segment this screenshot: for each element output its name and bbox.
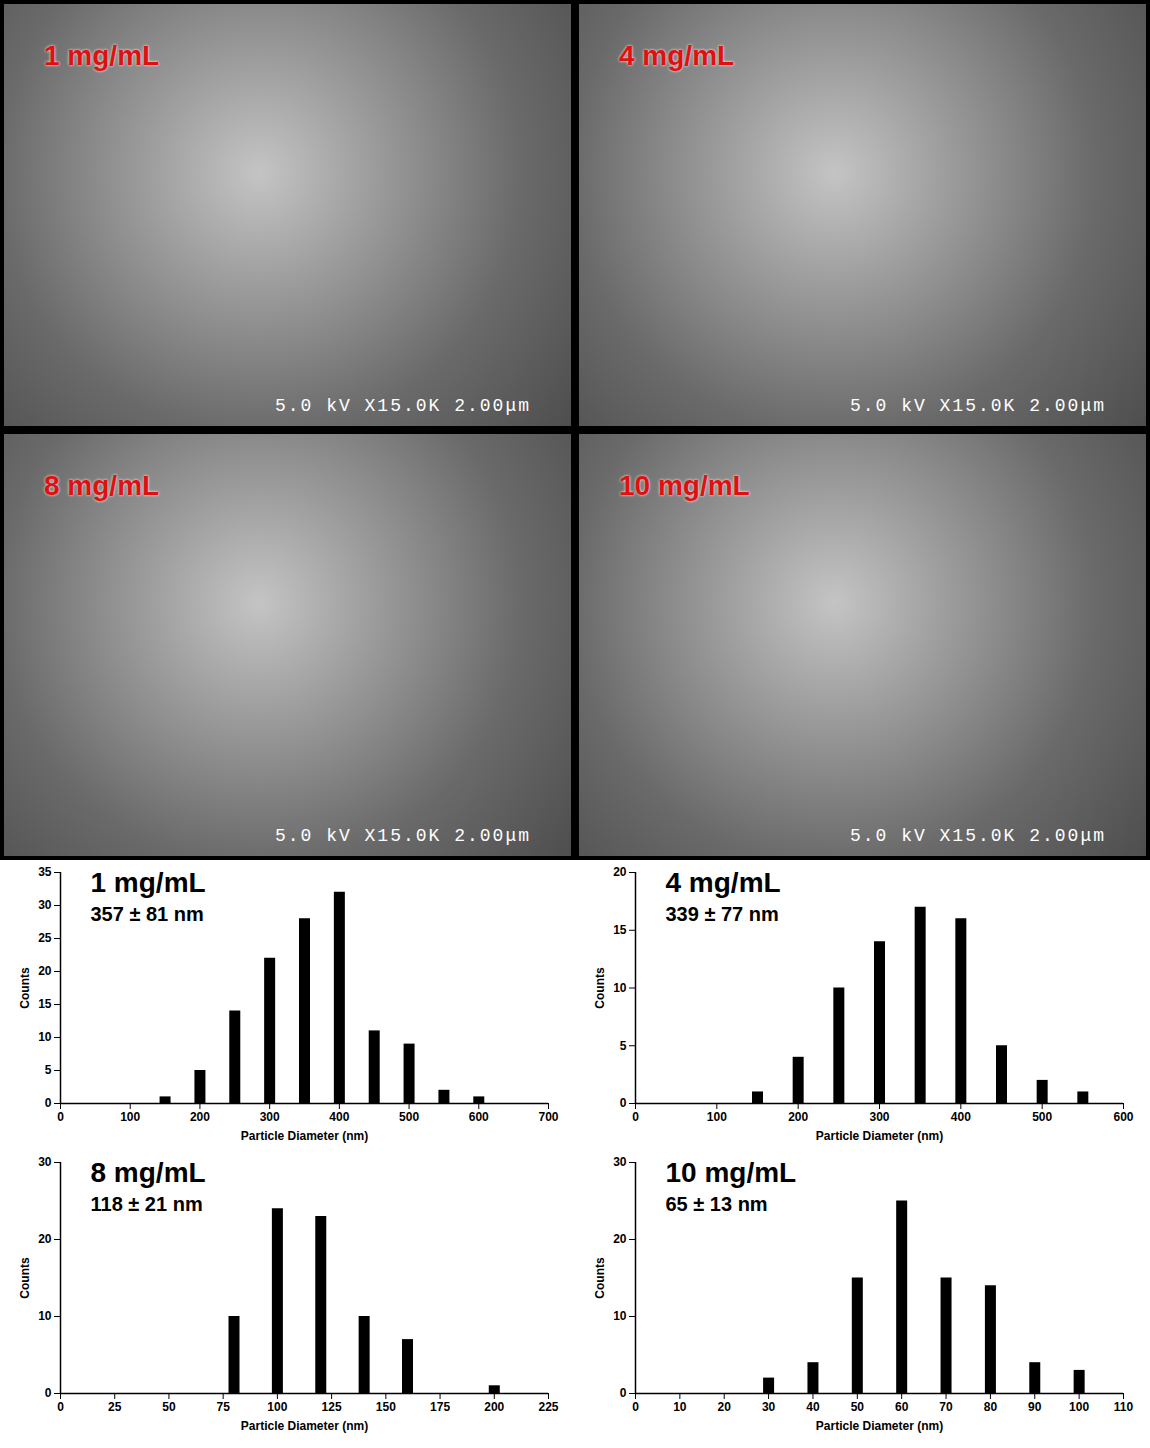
svg-text:500: 500 [399, 1110, 419, 1124]
svg-text:90: 90 [1028, 1400, 1042, 1414]
svg-text:0: 0 [632, 1110, 639, 1124]
svg-text:125: 125 [322, 1400, 342, 1414]
svg-text:10: 10 [613, 981, 627, 995]
svg-text:50: 50 [851, 1400, 865, 1414]
html-text:5.0 kV X15.0K 2.00μm: 5.0 kV X15.0K 2.00μm [275, 396, 531, 416]
svg-text:50: 50 [162, 1400, 176, 1414]
svg-text:Particle Diameter (nm): Particle Diameter (nm) [241, 1419, 368, 1433]
svg-text:225: 225 [538, 1400, 558, 1414]
svg-text:175: 175 [430, 1400, 450, 1414]
html-text:5.0 kV X15.0K 2.00μm: 5.0 kV X15.0K 2.00μm [850, 396, 1106, 416]
svg-text:10 mg/mL: 10 mg/mL [666, 1157, 797, 1188]
svg-text:200: 200 [788, 1110, 808, 1124]
svg-text:100: 100 [1069, 1400, 1089, 1414]
svg-text:110: 110 [1114, 1400, 1134, 1414]
svg-text:20: 20 [613, 1232, 627, 1246]
svg-text:5: 5 [45, 1063, 52, 1077]
html-text:8 mg/mL: 8 mg/mL [44, 470, 160, 501]
svg-text:300: 300 [869, 1110, 889, 1124]
svg-text:75: 75 [216, 1400, 230, 1414]
svg-text:20: 20 [38, 964, 52, 978]
svg-text:10: 10 [613, 1309, 627, 1323]
svg-text:80: 80 [984, 1400, 998, 1414]
svg-text:30: 30 [38, 1155, 52, 1169]
svg-text:300: 300 [260, 1110, 280, 1124]
svg-text:60: 60 [895, 1400, 909, 1414]
svg-text:0: 0 [620, 1386, 627, 1400]
svg-text:400: 400 [329, 1110, 349, 1124]
svg-text:0: 0 [45, 1096, 52, 1110]
svg-text:65 ± 13 nm: 65 ± 13 nm [666, 1193, 768, 1215]
svg-text:150: 150 [376, 1400, 396, 1414]
svg-text:15: 15 [38, 997, 52, 1011]
svg-text:0: 0 [620, 1096, 627, 1110]
svg-text:10: 10 [38, 1030, 52, 1044]
html-text:1 mg/mL: 1 mg/mL [44, 40, 160, 71]
svg-text:0: 0 [45, 1386, 52, 1400]
svg-text:118 ± 21 nm: 118 ± 21 nm [91, 1193, 203, 1215]
svg-text:5: 5 [620, 1039, 627, 1053]
svg-text:10: 10 [38, 1309, 52, 1323]
svg-text:8 mg/mL: 8 mg/mL [91, 1157, 206, 1188]
svg-text:Particle Diameter (nm): Particle Diameter (nm) [816, 1419, 943, 1433]
html-text:5.0 kV X15.0K 2.00μm: 5.0 kV X15.0K 2.00μm [850, 826, 1106, 846]
svg-text:Counts: Counts [18, 967, 32, 1009]
svg-text:30: 30 [38, 898, 52, 912]
svg-text:20: 20 [38, 1232, 52, 1246]
html-text:10 mg/mL: 10 mg/mL [619, 470, 750, 501]
svg-text:Particle Diameter (nm): Particle Diameter (nm) [241, 1129, 368, 1143]
svg-text:100: 100 [707, 1110, 727, 1124]
svg-text:0: 0 [632, 1400, 639, 1414]
svg-text:Counts: Counts [18, 1257, 32, 1299]
svg-text:400: 400 [951, 1110, 971, 1124]
svg-text:500: 500 [1032, 1110, 1052, 1124]
svg-text:700: 700 [538, 1110, 558, 1124]
svg-text:15: 15 [613, 923, 627, 937]
svg-text:339 ± 77 nm: 339 ± 77 nm [666, 903, 779, 925]
svg-text:100: 100 [267, 1400, 287, 1414]
svg-text:200: 200 [484, 1400, 504, 1414]
svg-text:600: 600 [469, 1110, 489, 1124]
svg-text:0: 0 [57, 1110, 64, 1124]
svg-text:30: 30 [762, 1400, 776, 1414]
html-text:5.0 kV X15.0K 2.00μm: 5.0 kV X15.0K 2.00μm [275, 826, 531, 846]
svg-text:25: 25 [108, 1400, 122, 1414]
svg-text:Particle Diameter (nm): Particle Diameter (nm) [816, 1129, 943, 1143]
svg-text:30: 30 [613, 1155, 627, 1169]
svg-text:100: 100 [120, 1110, 140, 1124]
svg-text:Counts: Counts [593, 967, 607, 1009]
svg-text:40: 40 [806, 1400, 820, 1414]
svg-text:25: 25 [38, 931, 52, 945]
svg-text:Counts: Counts [593, 1257, 607, 1299]
svg-text:1 mg/mL: 1 mg/mL [91, 867, 206, 898]
svg-text:20: 20 [718, 1400, 732, 1414]
svg-text:70: 70 [939, 1400, 953, 1414]
svg-text:600: 600 [1113, 1110, 1133, 1124]
svg-text:20: 20 [613, 865, 627, 879]
svg-text:10: 10 [673, 1400, 687, 1414]
html-text:4 mg/mL: 4 mg/mL [619, 40, 735, 71]
svg-text:200: 200 [190, 1110, 210, 1124]
svg-text:35: 35 [38, 865, 52, 879]
svg-text:357 ± 81 nm: 357 ± 81 nm [91, 903, 204, 925]
svg-text:0: 0 [57, 1400, 64, 1414]
svg-text:4 mg/mL: 4 mg/mL [666, 867, 781, 898]
